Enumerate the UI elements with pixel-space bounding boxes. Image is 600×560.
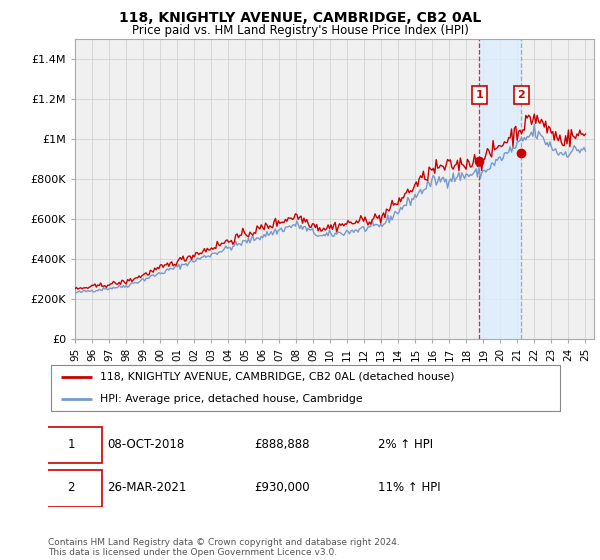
FancyBboxPatch shape [40,470,102,507]
Text: 1: 1 [67,438,75,451]
Text: 2: 2 [517,90,525,100]
Text: 2: 2 [67,481,75,494]
FancyBboxPatch shape [50,365,560,410]
Text: 2% ↑ HPI: 2% ↑ HPI [378,438,433,451]
Text: 118, KNIGHTLY AVENUE, CAMBRIDGE, CB2 0AL (detached house): 118, KNIGHTLY AVENUE, CAMBRIDGE, CB2 0AL… [100,372,454,382]
Text: Contains HM Land Registry data © Crown copyright and database right 2024.
This d: Contains HM Land Registry data © Crown c… [48,538,400,557]
Text: 08-OCT-2018: 08-OCT-2018 [107,438,185,451]
Text: 1: 1 [476,90,484,100]
Bar [479,39,521,339]
FancyBboxPatch shape [40,427,102,464]
Text: Price paid vs. HM Land Registry's House Price Index (HPI): Price paid vs. HM Land Registry's House … [131,24,469,36]
Text: 118, KNIGHTLY AVENUE, CAMBRIDGE, CB2 0AL: 118, KNIGHTLY AVENUE, CAMBRIDGE, CB2 0AL [119,11,481,25]
Text: 11% ↑ HPI: 11% ↑ HPI [378,481,441,494]
Text: £888,888: £888,888 [254,438,310,451]
Text: HPI: Average price, detached house, Cambridge: HPI: Average price, detached house, Camb… [100,394,362,404]
Text: 26-MAR-2021: 26-MAR-2021 [107,481,187,494]
Text: £930,000: £930,000 [254,481,310,494]
